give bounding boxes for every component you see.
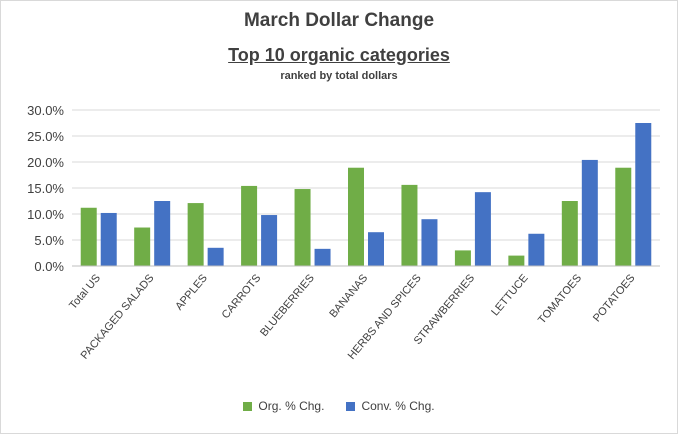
x-tick-label: BLUEBERRIES: [258, 272, 317, 339]
bar-org: [561, 201, 578, 266]
bar-org: [80, 207, 97, 266]
x-tick-label: POTATOES: [591, 272, 638, 324]
y-tick-label: 5.0%: [34, 233, 64, 248]
x-tick-label: APPLES: [173, 272, 210, 313]
bar-org: [615, 167, 632, 266]
chart-subtitle: Top 10 organic categories: [228, 45, 450, 65]
bar-org: [134, 227, 151, 266]
legend-item-conv: Conv. % Chg.: [346, 399, 435, 413]
x-tick-label: Total US: [67, 272, 103, 312]
bar-conv: [100, 212, 117, 266]
bar-conv: [368, 232, 384, 266]
x-tick-label: LETTUCE: [489, 272, 530, 318]
legend-swatch-conv: [346, 401, 356, 411]
y-tick-label: 20.0%: [27, 155, 64, 170]
y-tick-label: 25.0%: [27, 129, 64, 144]
x-tick-label: CARROTS: [220, 272, 264, 321]
bar-conv: [581, 159, 598, 266]
chart-title: March Dollar Change: [243, 10, 435, 31]
x-tick-label: STRAWBERRIES: [412, 272, 478, 347]
bar-org: [508, 255, 525, 266]
bar-org: [187, 203, 204, 266]
x-tick-label: TOMATOES: [536, 272, 584, 326]
bar-conv: [421, 219, 438, 266]
legend: Org. % Chg. Conv. % Chg.: [0, 399, 678, 413]
legend-label-conv: Conv. % Chg.: [361, 399, 435, 413]
bar-org: [401, 184, 418, 266]
y-tick-label: 30.0%: [27, 103, 64, 118]
x-tick-label: BANANAS: [327, 272, 370, 320]
chart-note: ranked by total dollars: [280, 70, 398, 82]
y-tick-label: 15.0%: [27, 181, 64, 196]
bar-conv: [474, 192, 491, 266]
bar-org: [454, 250, 471, 266]
y-tick-label: 0.0%: [34, 259, 64, 274]
bar-conv: [314, 248, 331, 266]
legend-item-org: Org. % Chg.: [243, 399, 324, 413]
legend-swatch-org: [243, 401, 253, 411]
y-tick-label: 10.0%: [27, 207, 64, 222]
bar-org: [294, 189, 311, 266]
bar-conv: [154, 201, 171, 266]
bar-conv: [261, 215, 278, 266]
bar-conv: [528, 233, 545, 266]
legend-label-org: Org. % Chg.: [258, 399, 325, 413]
bar-org: [348, 167, 364, 266]
bar-conv: [207, 247, 224, 266]
bar-conv: [635, 123, 652, 266]
bar-org: [241, 185, 258, 266]
